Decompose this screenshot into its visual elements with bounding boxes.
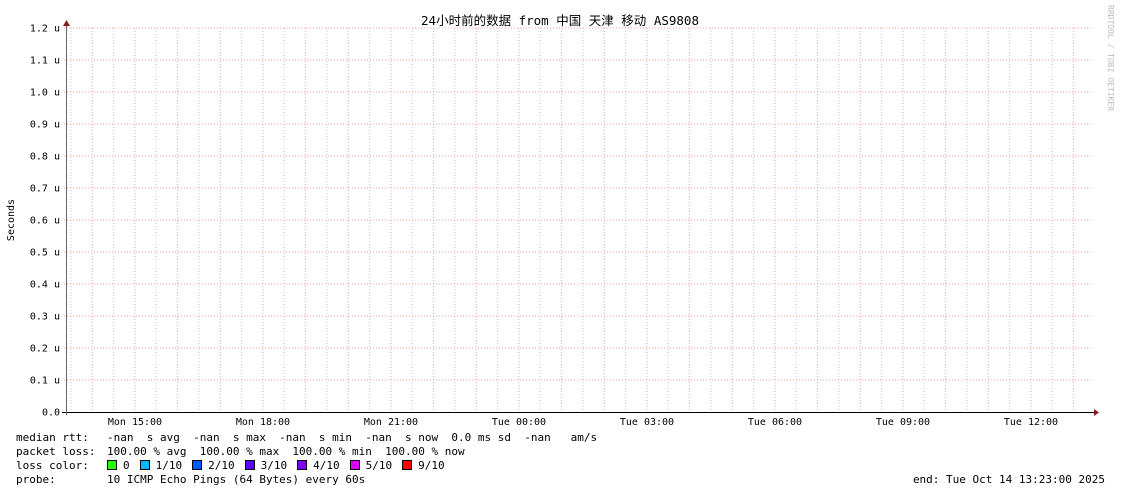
- x-tick-label: Tue 00:00: [492, 417, 546, 428]
- loss-color-swatch: [107, 460, 117, 470]
- loss-color-swatch: [139, 460, 150, 470]
- loss-color-swatch: [349, 460, 360, 470]
- y-tick-label: 0.0: [42, 408, 60, 419]
- loss-color-row: loss color: 0 1/10 2/10 3/10 4/10 5/10 9/10: [16, 459, 455, 473]
- x-tick-label: Mon 18:00: [236, 417, 290, 428]
- loss-color-item-label: 4/10: [313, 459, 340, 472]
- y-tick-label: 1.0 u: [30, 88, 60, 99]
- y-tick-label: 0.6 u: [30, 216, 60, 227]
- loss-color-item-label: 5/10: [365, 459, 393, 472]
- packet-loss-values: 100.00 % avg 100.00 % max 100.00 % min 1…: [107, 445, 465, 458]
- end-time: end: Tue Oct 14 13:23:00 2025: [912, 473, 1105, 486]
- probe-label: probe:: [16, 473, 56, 486]
- loss-color-item-label: 9/10: [418, 459, 445, 472]
- packet-loss-row: packet loss: 100.00 % avg 100.00 % max 10…: [16, 445, 465, 459]
- tick-labels: 0.0 0.1 u 0.2 u 0.3 u 0.4 u 0.5 u 0.6 u 0.7 u 0.…: [30, 24, 1058, 429]
- loss-color-item-label: 2/10: [208, 459, 235, 472]
- loss-color-swatch: [297, 460, 308, 470]
- loss-color-item-label: 0: [123, 459, 130, 472]
- y-tick-label: 0.2 u: [30, 344, 60, 355]
- y-tick-label: 0.7 u: [30, 184, 60, 195]
- median-rtt-label: median rtt:: [16, 431, 89, 444]
- x-tick-label: Tue 06:00: [748, 417, 802, 428]
- x-tick-label: Tue 03:00: [620, 417, 674, 428]
- loss-color-items: 0 1/10 2/10 3/10 4/10 5/10 9/10: [107, 459, 455, 472]
- grid: [64, 27, 1093, 415]
- loss-color-item-label: 3/10: [260, 459, 288, 472]
- smokeping-chart: 0.0 0.1 u 0.2 u 0.3 u 0.4 u 0.5 u 0.6 u 0.7 u 0.…: [6, 5, 1115, 429]
- loss-color-swatch: [192, 460, 203, 470]
- x-tick-label: Mon 21:00: [364, 417, 418, 428]
- y-tick-label: 0.5 u: [30, 248, 60, 259]
- probe-value: 10 ICMP Echo Pings (64 Bytes) every 60s: [107, 473, 366, 486]
- rrdtool-watermark: RRDTOOL / TOBI OETIKER: [1106, 5, 1115, 111]
- y-tick-label: 0.8 u: [30, 152, 60, 163]
- x-tick-label: Tue 09:00: [876, 417, 930, 428]
- y-tick-label: 0.3 u: [30, 312, 60, 323]
- y-axis-arrow: [63, 20, 70, 26]
- y-tick-label: 1.1 u: [30, 56, 60, 67]
- median-rtt-row: median rtt: -nan s avg -nan s max -nan s …: [16, 431, 597, 445]
- median-rtt-values: -nan s avg -nan s max -nan s min -nan s …: [107, 431, 598, 444]
- y-tick-label: 0.9 u: [30, 120, 60, 131]
- loss-color-label: loss color:: [16, 459, 89, 472]
- packet-loss-label: packet loss:: [16, 445, 96, 458]
- probe-row: probe: 10 ICMP Echo Pings (64 Bytes) ever…: [16, 473, 365, 487]
- axes: [62, 20, 1099, 416]
- y-tick-label: 1.2 u: [30, 24, 60, 35]
- loss-color-item-label: 1/10: [155, 459, 183, 472]
- y-tick-label: 0.4 u: [30, 280, 60, 291]
- y-tick-label: 0.1 u: [30, 376, 60, 387]
- loss-color-swatch: [244, 460, 255, 470]
- chart-title: 24小时前的数据 from 中国 天津 移动 AS9808: [421, 13, 699, 28]
- loss-color-swatch: [402, 460, 413, 470]
- y-axis-label: Seconds: [6, 199, 17, 241]
- x-tick-label: Tue 12:00: [1004, 417, 1058, 428]
- x-axis-arrow: [1094, 409, 1099, 416]
- x-tick-label: Mon 15:00: [108, 417, 162, 428]
